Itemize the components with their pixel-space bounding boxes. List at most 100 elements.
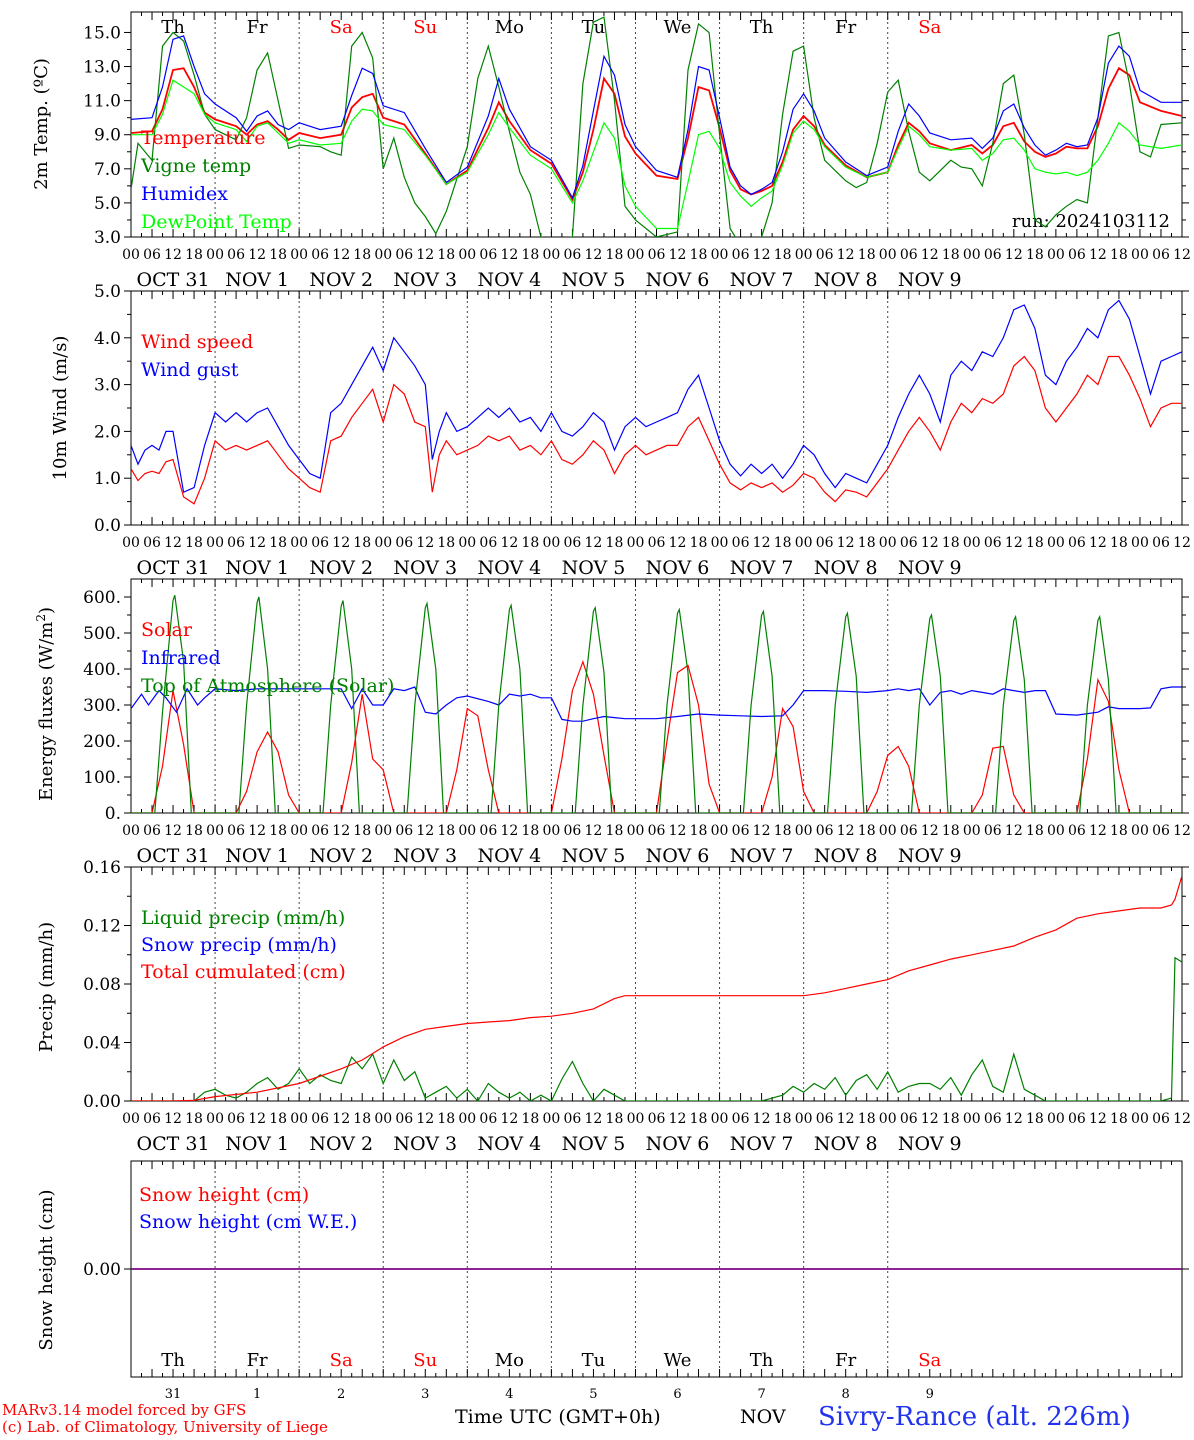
y-tick-label: 11.0 xyxy=(83,92,121,112)
x-hour-label: 12 xyxy=(585,1111,603,1127)
x-hour-label: 12 xyxy=(1005,823,1023,839)
y-tick-label: 0.12 xyxy=(83,917,121,937)
y-tick-label: 100. xyxy=(83,768,121,788)
day-number: 6 xyxy=(673,1387,681,1402)
x-hour-label: 06 xyxy=(648,247,666,263)
x-hour-label: 06 xyxy=(143,1111,161,1127)
series-line-wind-gust xyxy=(131,299,1182,494)
x-hour-label: 00 xyxy=(122,247,140,263)
x-hour-label: 12 xyxy=(416,535,434,551)
day-number: 2 xyxy=(337,1387,345,1402)
x-hour-label: 18 xyxy=(1110,535,1128,551)
legend-entry: Total cumulated (cm) xyxy=(141,961,346,983)
x-hour-label: 00 xyxy=(374,535,392,551)
x-hour-label: 06 xyxy=(311,823,329,839)
day-name: We xyxy=(664,17,692,38)
y-tick-label: 13.0 xyxy=(83,58,121,78)
x-date-label: NOV 3 xyxy=(393,269,457,291)
x-date-label: NOV 6 xyxy=(646,269,710,291)
day-number: 4 xyxy=(505,1387,513,1402)
day-name: Sa xyxy=(330,17,353,38)
legend-entry: Temperature xyxy=(141,127,265,149)
x-hour-label: 18 xyxy=(521,535,539,551)
x-hour-label: 18 xyxy=(437,535,455,551)
day-name: Fr xyxy=(247,1350,268,1371)
x-date-label: NOV 9 xyxy=(898,269,962,291)
x-hour-label: 18 xyxy=(269,1111,287,1127)
x-hour-label: 18 xyxy=(1026,247,1044,263)
y-tick-label: 4.0 xyxy=(94,329,121,349)
x-hour-label: 12 xyxy=(332,823,350,839)
x-hour-label: 00 xyxy=(122,1111,140,1127)
x-hour-label: 18 xyxy=(606,1111,624,1127)
x-hour-label: 18 xyxy=(437,247,455,263)
series-line-solar xyxy=(131,659,1182,813)
x-hour-label: 18 xyxy=(1110,823,1128,839)
run-annotation: run: 2024103112 xyxy=(1012,211,1170,232)
legend-entry: Liquid precip (mm/h) xyxy=(141,907,345,929)
x-hour-label: 00 xyxy=(879,823,897,839)
x-date-label: NOV 4 xyxy=(478,269,542,291)
day-name: Th xyxy=(161,17,185,38)
x-hour-label: 18 xyxy=(774,535,792,551)
x-hour-label: 06 xyxy=(479,247,497,263)
x-hour-label: 06 xyxy=(143,535,161,551)
x-hour-label: 12 xyxy=(1089,535,1107,551)
x-hour-label: 12 xyxy=(416,823,434,839)
x-hour-label: 18 xyxy=(269,535,287,551)
x-hour-label: 18 xyxy=(942,1111,960,1127)
x-hour-label: 00 xyxy=(458,535,476,551)
x-hour-label: 06 xyxy=(227,247,245,263)
y-tick-label: 600. xyxy=(83,588,121,608)
day-number: 31 xyxy=(165,1387,182,1402)
y-tick-label: 200. xyxy=(83,732,121,752)
series-line-top-of-atmosphere-solar- xyxy=(131,595,1182,813)
y-axis-label: 10m Wind (m/s) xyxy=(50,336,71,481)
day-number: 8 xyxy=(842,1387,850,1402)
x-hour-label: 00 xyxy=(1131,535,1149,551)
x-hour-label: 12 xyxy=(500,823,518,839)
y-tick-label: 400. xyxy=(83,660,121,680)
x-axis-title: Time UTC (GMT+0h) xyxy=(455,1406,661,1428)
credit-line-1: MARv3.14 model forced by GFS xyxy=(2,1401,247,1419)
x-hour-label: 12 xyxy=(921,823,939,839)
x-hour-label: 12 xyxy=(332,1111,350,1127)
series-line-total-cumulated-cm- xyxy=(131,875,1182,1101)
x-date-label: NOV 8 xyxy=(814,1133,878,1155)
y-tick-label: 3.0 xyxy=(94,376,121,396)
y-tick-label: 9.0 xyxy=(94,126,121,146)
day-number: 3 xyxy=(421,1387,429,1402)
x-date-label: NOV 8 xyxy=(814,845,878,867)
x-hour-label: 00 xyxy=(879,1111,897,1127)
model-credit: MARv3.14 model forced by GFS (c) Lab. of… xyxy=(2,1402,328,1436)
legend-entry: Snow height (cm) xyxy=(139,1184,309,1206)
x-hour-label: 12 xyxy=(248,823,266,839)
x-hour-label: 00 xyxy=(1047,535,1065,551)
legend-entry: DewPoint Temp xyxy=(141,211,292,233)
x-hour-label: 00 xyxy=(711,535,729,551)
x-hour-label: 00 xyxy=(122,823,140,839)
legend-entry: Infrared xyxy=(141,647,221,669)
day-number: 1 xyxy=(253,1387,261,1402)
x-hour-label: 06 xyxy=(564,247,582,263)
x-hour-label: 18 xyxy=(942,823,960,839)
x-hour-label: 18 xyxy=(774,247,792,263)
x-date-label: NOV 7 xyxy=(730,269,794,291)
series-line-infrared xyxy=(131,686,1182,722)
x-hour-label: 06 xyxy=(816,535,834,551)
x-hour-label: 06 xyxy=(395,247,413,263)
x-hour-label: 06 xyxy=(984,247,1002,263)
x-hour-label: 06 xyxy=(1068,1111,1086,1127)
x-hour-label: 18 xyxy=(521,247,539,263)
day-name: Th xyxy=(750,17,774,38)
x-hour-label: 06 xyxy=(1152,535,1170,551)
day-name: Mo xyxy=(495,1350,524,1371)
x-hour-label: 12 xyxy=(164,247,182,263)
x-hour-label: 06 xyxy=(732,1111,750,1127)
legend-entry: Snow precip (mm/h) xyxy=(141,934,337,956)
x-hour-label: 00 xyxy=(1047,247,1065,263)
x-hour-label: 06 xyxy=(564,823,582,839)
x-hour-label: 18 xyxy=(1026,1111,1044,1127)
x-date-label: NOV 7 xyxy=(730,1133,794,1155)
